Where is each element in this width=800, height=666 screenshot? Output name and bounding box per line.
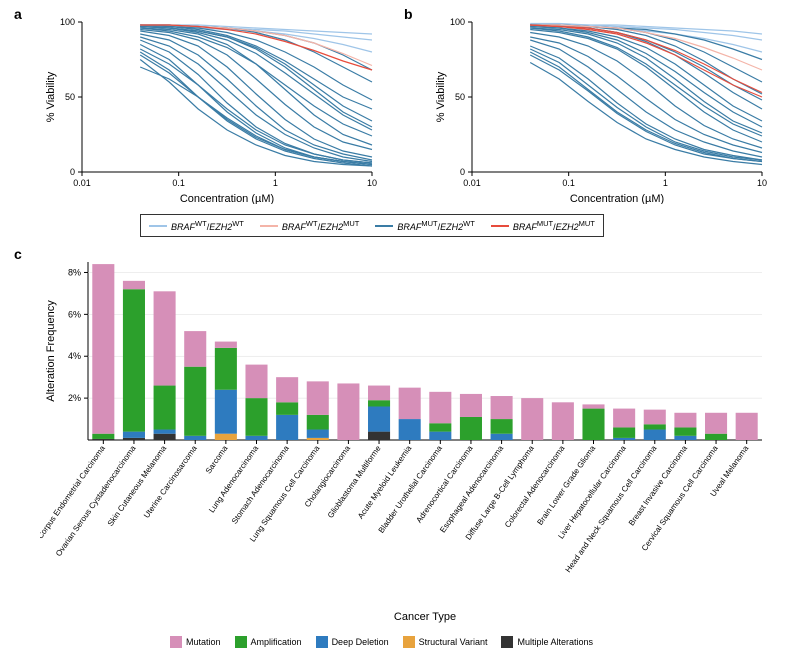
svg-text:Concentration (µM): Concentration (µM) bbox=[570, 193, 664, 204]
bar-legend-item: Multiple Alterations bbox=[501, 636, 593, 648]
bar-chart-legend: Mutation Amplification Deep Deletion Struct… bbox=[170, 636, 593, 648]
bar-legend-item: Structural Variant bbox=[403, 636, 488, 648]
svg-text:Alteration Frequency: Alteration Frequency bbox=[45, 300, 57, 402]
svg-text:0: 0 bbox=[70, 167, 75, 177]
svg-text:Brain Lower Grade Glioma: Brain Lower Grade Glioma bbox=[535, 444, 597, 527]
svg-text:50: 50 bbox=[455, 92, 465, 102]
svg-text:0.01: 0.01 bbox=[463, 178, 481, 188]
svg-text:100: 100 bbox=[450, 17, 465, 27]
svg-text:% Viability: % Viability bbox=[435, 71, 447, 122]
svg-text:0.01: 0.01 bbox=[73, 178, 91, 188]
panel-label-a: a bbox=[14, 6, 22, 22]
svg-text:10: 10 bbox=[367, 178, 377, 188]
chart-a: 0 50 100 0.01 0.1 1 10 Concentration (µM) % Viab… bbox=[40, 14, 380, 204]
chart-c: 2% 4% 6% 8% Alteration Frequency Cancer Type U… bbox=[40, 256, 770, 626]
panel-label-b: b bbox=[404, 6, 413, 22]
svg-text:Glioblastoma Multiforme: Glioblastoma Multiforme bbox=[326, 444, 383, 520]
svg-text:Colorectal Adenocarcinoma: Colorectal Adenocarcinoma bbox=[503, 444, 567, 530]
svg-text:% Viability: % Viability bbox=[45, 71, 57, 122]
chart-b: 0 50 100 0.01 0.1 1 10 Concentration (µM) % Viab… bbox=[430, 14, 770, 204]
bar-legend-item: Amplification bbox=[235, 636, 302, 648]
svg-text:0.1: 0.1 bbox=[172, 178, 185, 188]
svg-text:4%: 4% bbox=[68, 351, 81, 361]
svg-text:Acute Myeloid Leukemia: Acute Myeloid Leukemia bbox=[356, 444, 414, 521]
svg-text:6%: 6% bbox=[68, 309, 81, 319]
svg-text:1: 1 bbox=[273, 178, 278, 188]
svg-text:Cancer Type: Cancer Type bbox=[394, 611, 456, 623]
bar-legend-item: Mutation bbox=[170, 636, 221, 648]
svg-text:50: 50 bbox=[65, 92, 75, 102]
svg-text:Stomach Adenocarcinoma: Stomach Adenocarcinoma bbox=[230, 444, 291, 526]
svg-text:0.1: 0.1 bbox=[562, 178, 575, 188]
svg-text:Sarcoma: Sarcoma bbox=[204, 444, 230, 476]
svg-text:0: 0 bbox=[460, 167, 465, 177]
line-chart-legend: BRAFWT/EZH2WT BRAFWT/EZH2MUT BRAFMUT/EZH2W… bbox=[140, 214, 604, 237]
bar-legend-item: Deep Deletion bbox=[316, 636, 389, 648]
panel-label-c: c bbox=[14, 246, 22, 262]
svg-text:Adrenocortical Carcinoma: Adrenocortical Carcinoma bbox=[414, 444, 474, 525]
legend-item: BRAFWT/EZH2MUT bbox=[260, 219, 359, 232]
svg-text:Bladder Urothelial Carcinoma: Bladder Urothelial Carcinoma bbox=[377, 444, 445, 535]
svg-text:10: 10 bbox=[757, 178, 767, 188]
svg-text:8%: 8% bbox=[68, 267, 81, 277]
svg-text:100: 100 bbox=[60, 17, 75, 27]
svg-text:Esophageal Adenocarcinoma: Esophageal Adenocarcinoma bbox=[438, 444, 505, 535]
legend-item: BRAFMUT/EZH2MUT bbox=[491, 219, 595, 232]
svg-text:Uterine Carcinosarcoma: Uterine Carcinosarcoma bbox=[142, 444, 199, 520]
legend-item: BRAFMUT/EZH2WT bbox=[375, 219, 474, 232]
svg-text:1: 1 bbox=[663, 178, 668, 188]
legend-item: BRAFWT/EZH2WT bbox=[149, 219, 244, 232]
svg-text:Breast Invasive Carcinoma: Breast Invasive Carcinoma bbox=[627, 444, 690, 528]
svg-text:Concentration (µM): Concentration (µM) bbox=[180, 193, 274, 204]
svg-text:Skin Cutaneous Melanoma: Skin Cutaneous Melanoma bbox=[106, 444, 169, 528]
svg-text:2%: 2% bbox=[68, 393, 81, 403]
